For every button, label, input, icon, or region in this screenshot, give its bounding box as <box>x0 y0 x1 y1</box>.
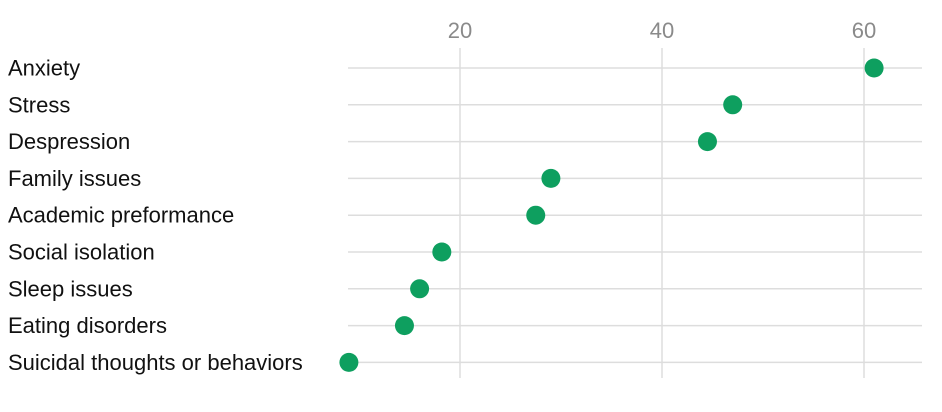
row-lines-layer <box>348 67 922 364</box>
category-labels: Anxiety Stress Despression Family issues Aca… <box>8 56 303 375</box>
data-point <box>864 58 884 78</box>
data-points <box>339 58 884 372</box>
data-point <box>541 168 561 188</box>
category-label: Academic preformance <box>8 203 234 228</box>
data-point <box>394 316 414 336</box>
data-point <box>410 279 430 299</box>
category-label: Suicidal thoughts or behaviors <box>8 350 303 375</box>
category-label: Sleep issues <box>8 276 133 301</box>
category-label: Anxiety <box>8 56 80 81</box>
category-label: Despression <box>8 129 130 154</box>
category-label: Social isolation <box>8 240 155 265</box>
category-label: Stress <box>8 92 70 117</box>
data-point <box>432 242 452 262</box>
x-tick-label: 20 <box>448 18 472 43</box>
data-point <box>723 95 743 115</box>
category-label: Eating disorders <box>8 313 167 338</box>
data-point <box>526 205 546 225</box>
x-tick-label: 40 <box>650 18 674 43</box>
data-point <box>697 132 717 152</box>
x-tick-label: 60 <box>852 18 876 43</box>
category-label: Family issues <box>8 166 141 191</box>
data-point <box>339 352 359 372</box>
x-tick-labels: 20 40 60 <box>448 18 876 43</box>
grid-layer <box>459 48 865 378</box>
